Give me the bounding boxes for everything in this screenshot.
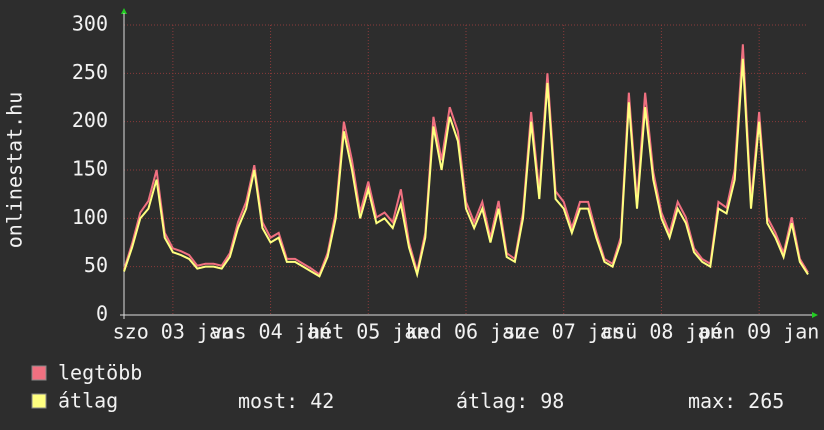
x-tick-label: csü 08 jan (601, 320, 721, 344)
x-tick-label: hét 05 jan (308, 320, 428, 344)
y-tick-label: 200 (72, 108, 108, 132)
legend-label: átlag (58, 389, 118, 413)
stat-value: 265 (748, 389, 784, 413)
y-tick-label: 0 (96, 302, 108, 326)
y-tick-label: 100 (72, 205, 108, 229)
legend-label: legtöbb (58, 361, 142, 385)
stat-label: max: (688, 389, 736, 413)
stat: max: 265 (688, 389, 784, 413)
x-tick-label: sze 07 jan (504, 320, 624, 344)
x-tick-label: vas 04 jan (210, 320, 330, 344)
y-tick-label: 250 (72, 60, 108, 84)
y-tick-label: 300 (72, 12, 108, 36)
series-line (123, 58, 809, 279)
stat: most: 42 (238, 389, 334, 413)
y-axis-label: onlinestat.hu (3, 92, 27, 249)
stat: átlag: 98 (456, 389, 564, 413)
axis-arrow (812, 312, 818, 318)
stat-label: átlag: (456, 389, 528, 413)
series-line (123, 44, 809, 276)
stat-value: 98 (540, 389, 564, 413)
y-tick-label: 150 (72, 157, 108, 181)
legend-swatch (31, 365, 47, 381)
x-tick-label: pén 09 jan (699, 320, 819, 344)
legend-swatch (31, 393, 47, 409)
x-tick-label: szo 03 jan (113, 320, 233, 344)
stat-label: most: (238, 389, 298, 413)
y-tick-label: 50 (84, 253, 108, 277)
stat-value: 42 (310, 389, 334, 413)
x-tick-label: ked 06 jan (406, 320, 526, 344)
axis-arrow (121, 8, 127, 14)
